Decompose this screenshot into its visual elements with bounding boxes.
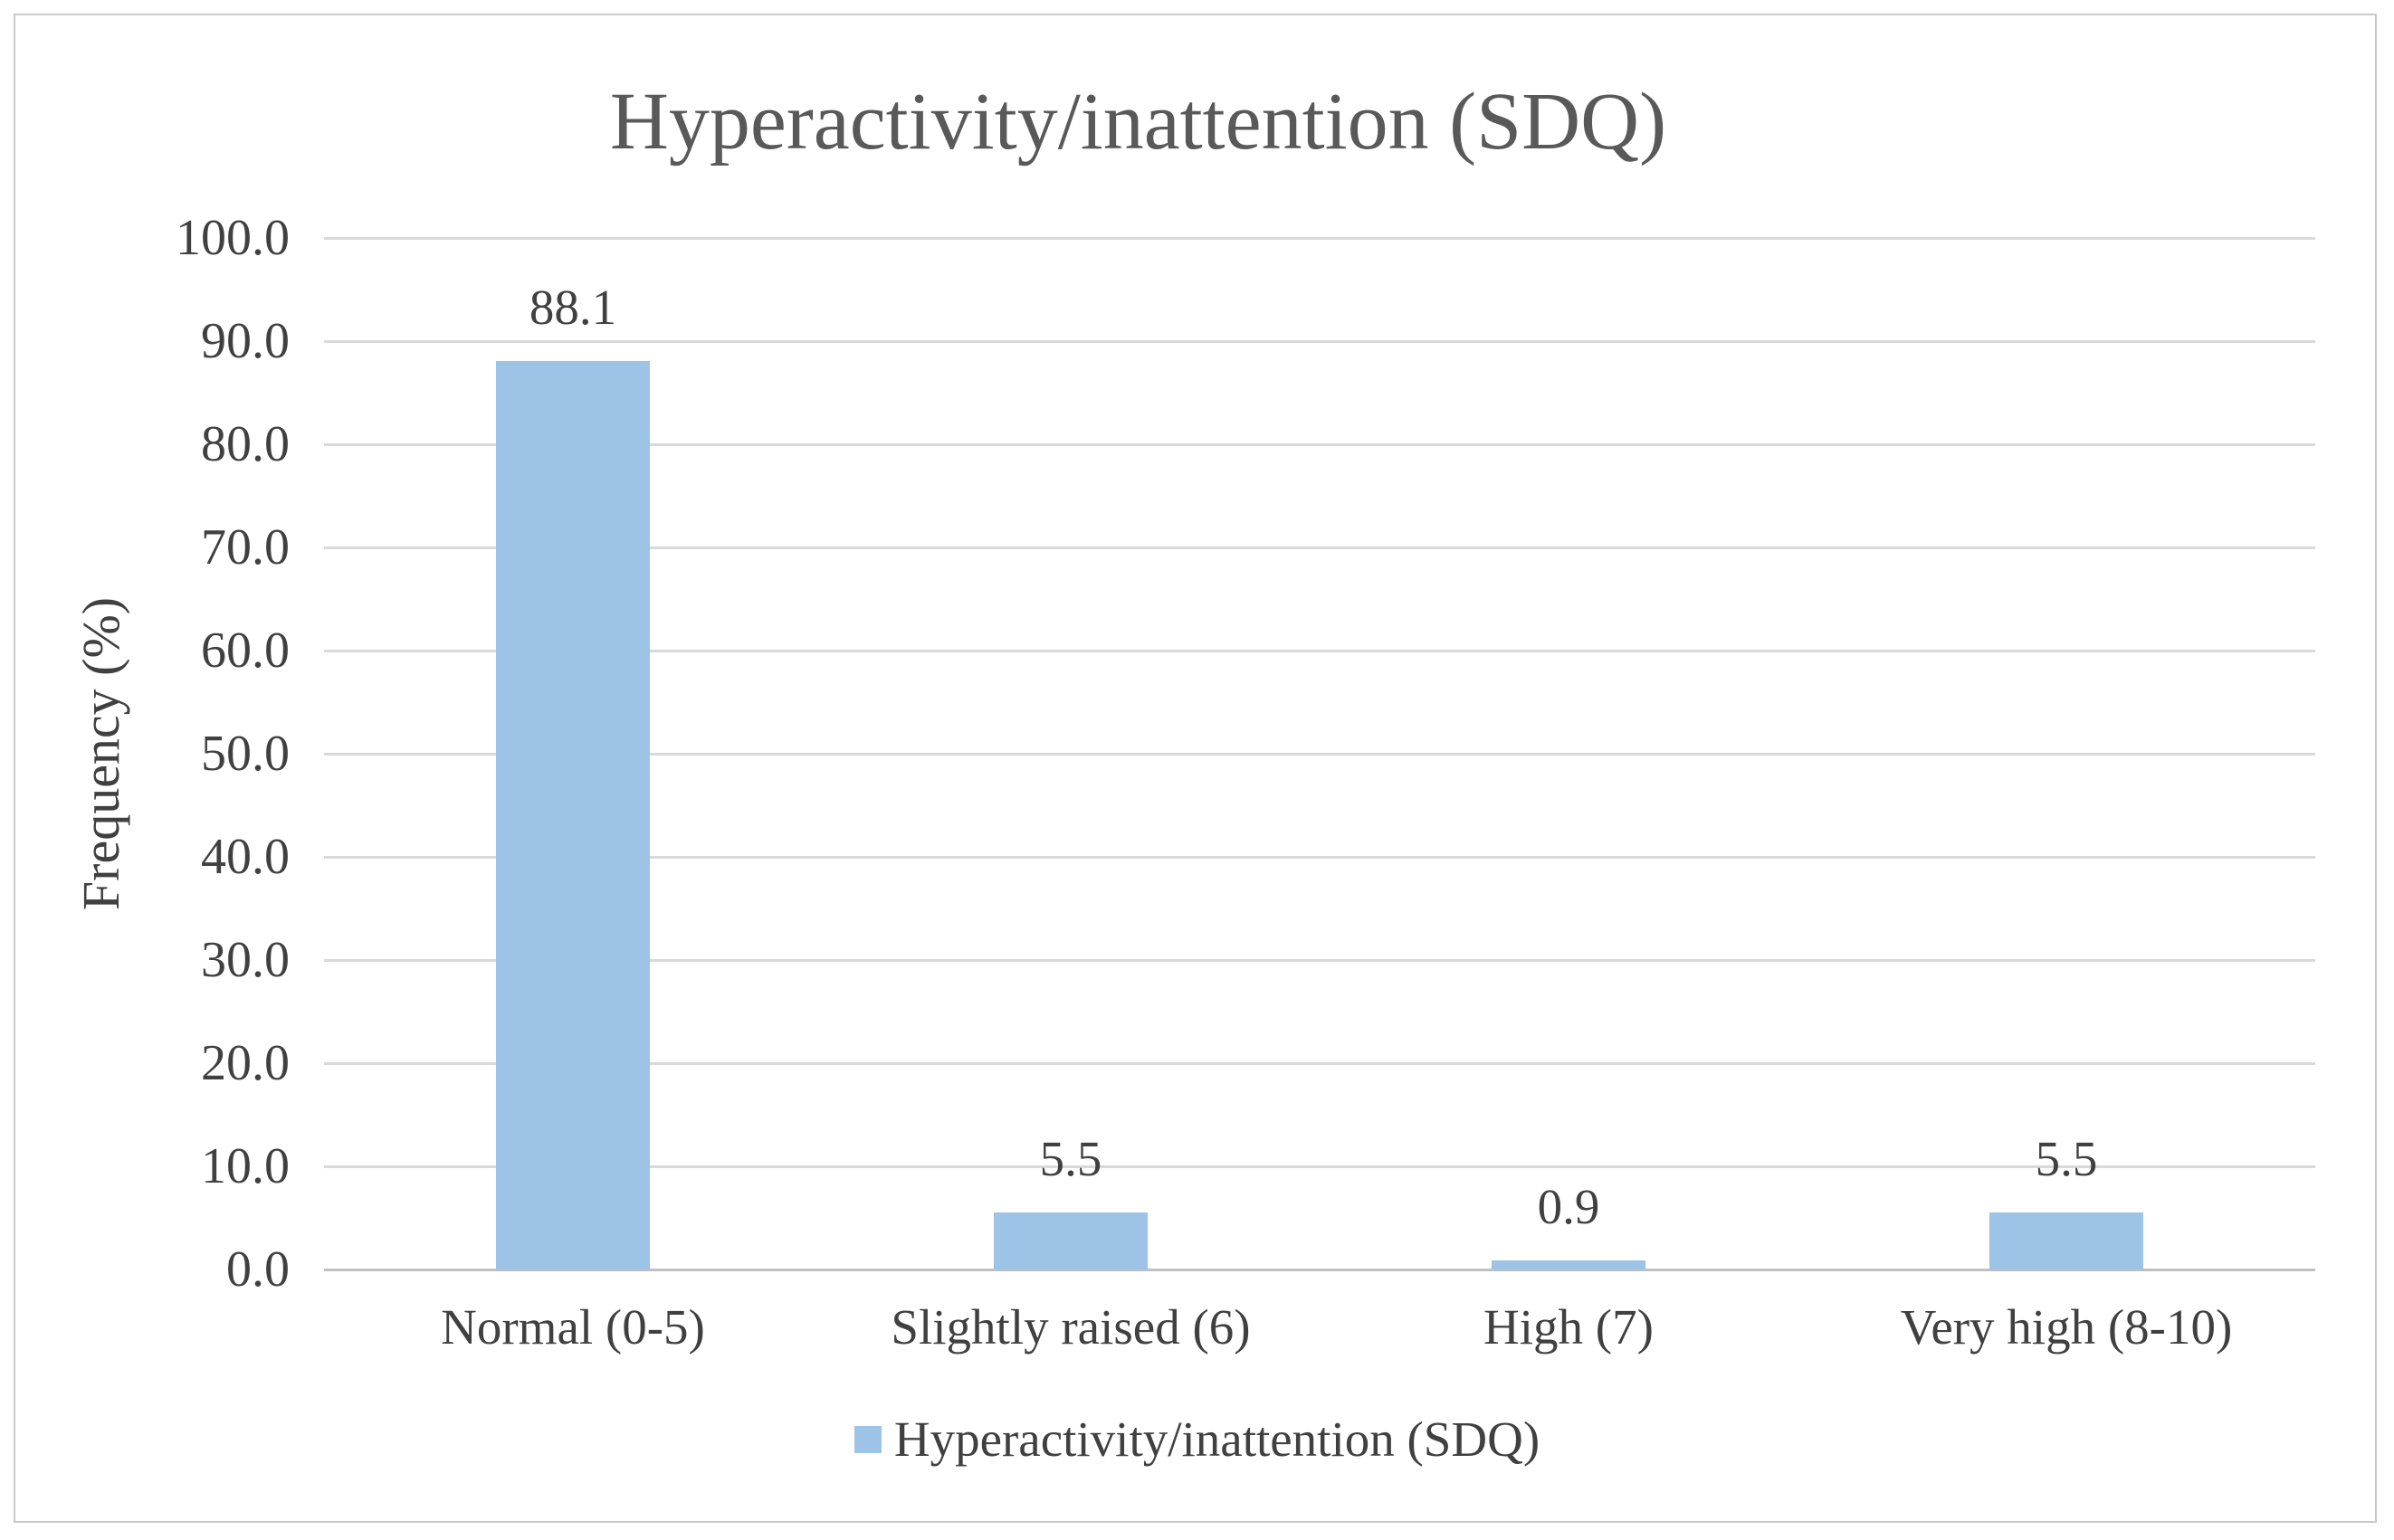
y-tick-label: 50.0 <box>201 726 290 782</box>
gridline <box>324 752 2315 756</box>
legend: Hyperactivity/inattention (SDQ) <box>0 1408 2394 1471</box>
gridline <box>324 1165 2315 1168</box>
y-tick-label: 90.0 <box>201 313 290 369</box>
gridline <box>324 339 2315 343</box>
bar-very-high-8-10 <box>1989 1212 2143 1269</box>
chart-title: Hyperactivity/inattention (SDQ) <box>609 77 1667 166</box>
gridline <box>324 442 2315 446</box>
bar-high-7 <box>1492 1260 1645 1269</box>
bar-value-label: 0.9 <box>1537 1178 1600 1234</box>
gridline <box>324 649 2315 652</box>
bar-normal-0-5 <box>496 360 650 1269</box>
y-tick-label: 30.0 <box>201 932 290 988</box>
y-tick-label: 60.0 <box>201 623 290 679</box>
y-tick-label: 20.0 <box>201 1035 290 1091</box>
y-tick-label: 40.0 <box>201 829 290 885</box>
gridline <box>324 1061 2315 1065</box>
x-tick-label: Very high (8-10) <box>1900 1299 2233 1355</box>
y-tick-label: 100.0 <box>176 210 290 266</box>
y-tick-label: 10.0 <box>201 1138 290 1194</box>
legend-color-swatch-icon <box>854 1426 882 1453</box>
bar-value-label: 5.5 <box>1039 1131 1102 1187</box>
gridline <box>324 236 2315 240</box>
y-tick-label: 0.0 <box>226 1241 290 1298</box>
gridline <box>324 546 2315 549</box>
bar-slightly-raised-6 <box>994 1212 1148 1269</box>
x-tick-label: High (7) <box>1483 1299 1654 1355</box>
plot-area <box>324 236 2315 1271</box>
bar-value-label: 5.5 <box>2035 1131 2098 1187</box>
bar-value-label: 88.1 <box>529 279 617 335</box>
x-axis-line <box>324 1268 2315 1271</box>
y-tick-label: 70.0 <box>201 519 290 575</box>
gridline <box>324 855 2315 859</box>
legend-label: Hyperactivity/inattention (SDQ) <box>893 1412 1540 1467</box>
y-tick-label: 80.0 <box>201 416 290 472</box>
figure-border <box>14 14 2377 1523</box>
x-tick-label: Normal (0-5) <box>441 1299 705 1355</box>
x-tick-label: Slightly raised (6) <box>891 1299 1251 1355</box>
gridline <box>324 958 2315 962</box>
